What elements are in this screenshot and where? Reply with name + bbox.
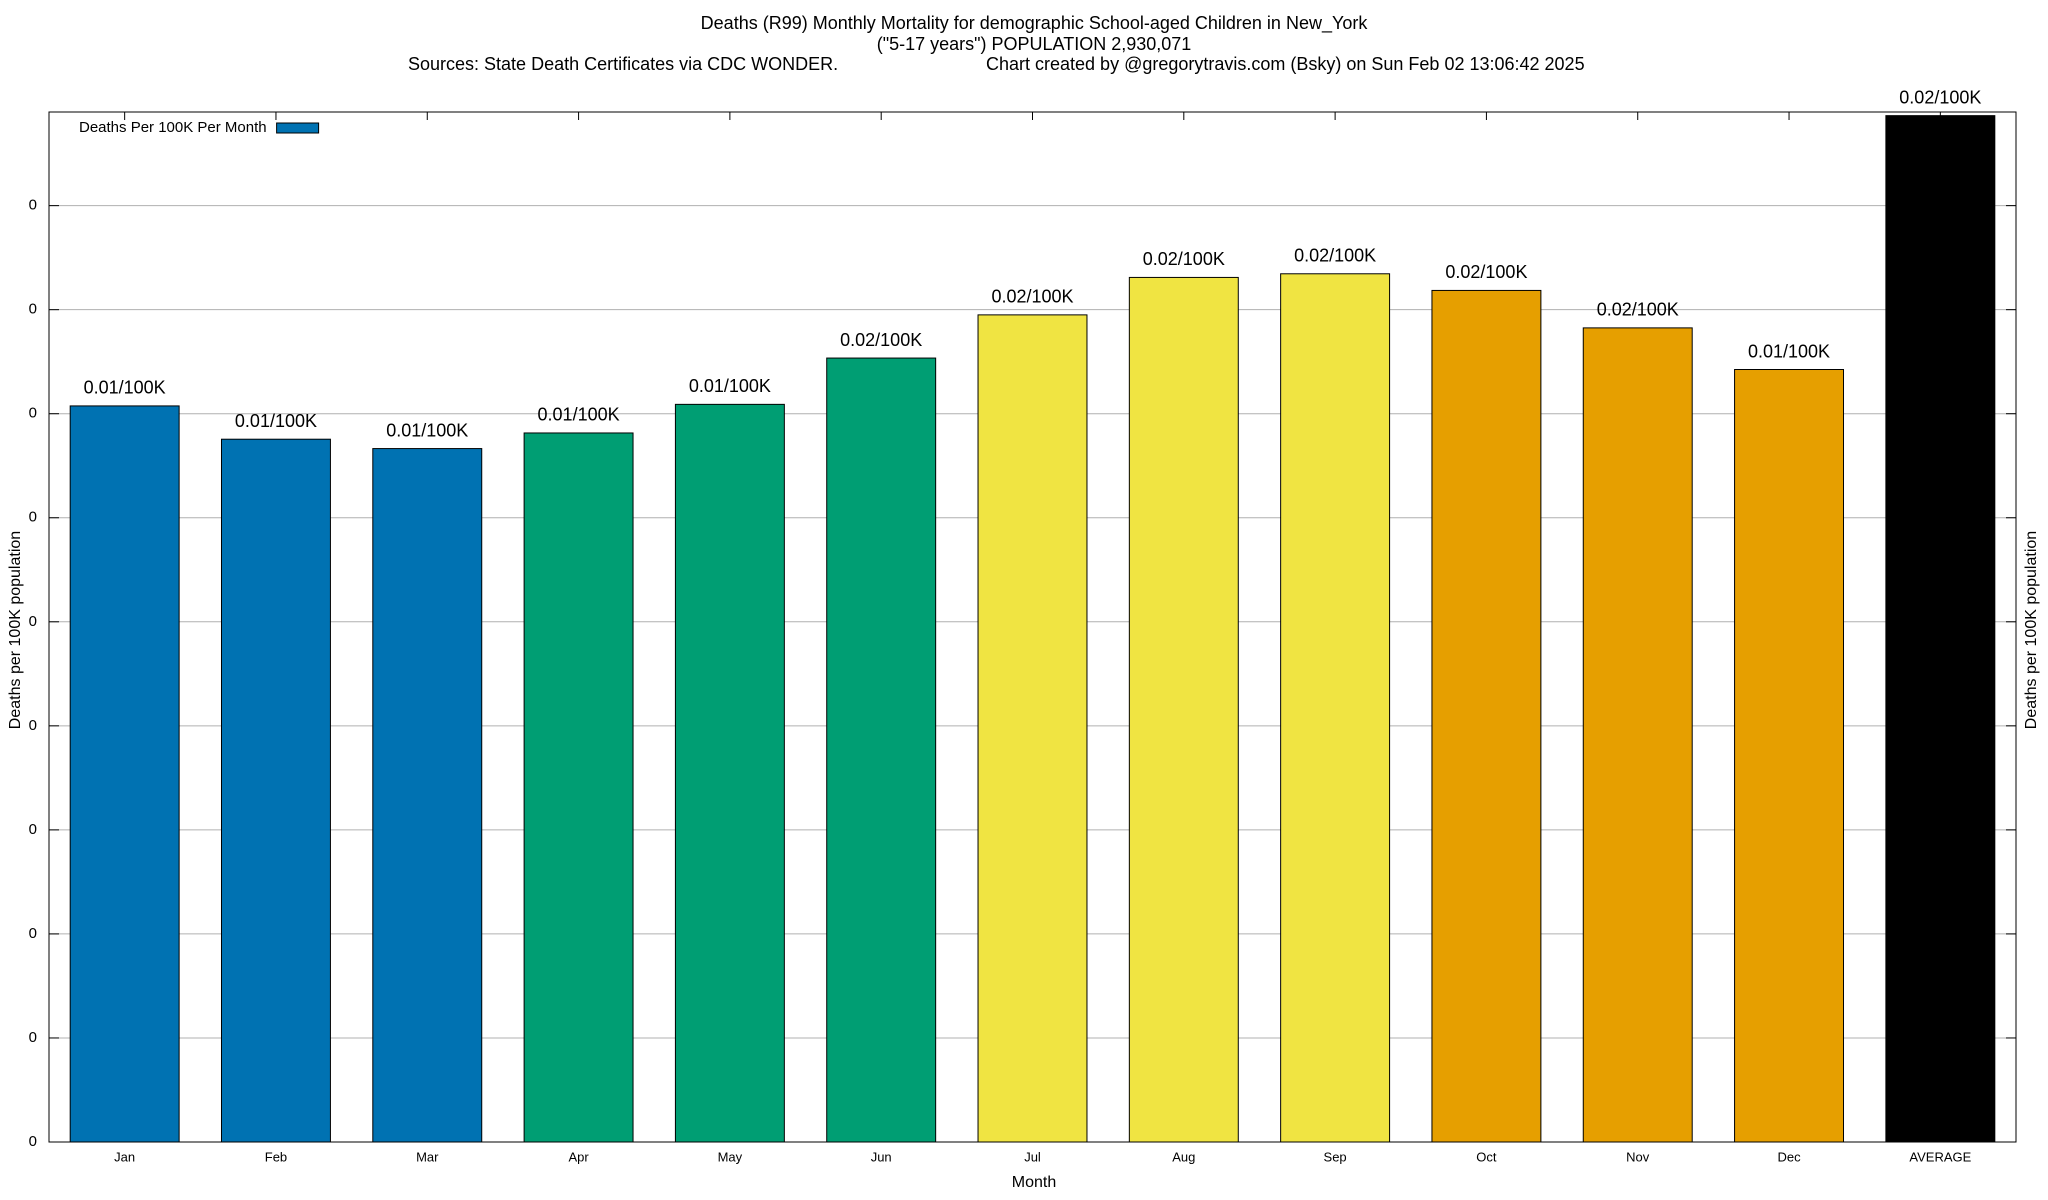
credit: Chart created by @gregorytravis.com (Bsk… — [986, 54, 1585, 74]
bar — [1582, 327, 1693, 1143]
y-tick-label: 0 — [29, 613, 37, 630]
bar — [523, 432, 634, 1143]
bar — [826, 357, 937, 1143]
plot-frame — [48, 111, 2017, 1143]
chart-title: Deaths (R99) Monthly Mortality for demog… — [701, 13, 1369, 34]
value-label: 0.02/100K — [840, 330, 922, 350]
x-tick-label: Mar — [416, 1149, 439, 1164]
value-label: 0.02/100K — [1899, 87, 1981, 107]
value-label: 0.01/100K — [84, 378, 166, 398]
bar — [1885, 115, 1996, 1143]
y-axis-label: Deaths per 100K population — [7, 531, 24, 729]
y2-axis-label: Deaths per 100K population — [2023, 531, 2040, 729]
x-tick-label: Jun — [871, 1149, 892, 1164]
y-tick-label: 0 — [29, 821, 37, 838]
value-label: 0.01/100K — [386, 420, 468, 440]
value-label: 0.02/100K — [1294, 246, 1376, 266]
x-tick-label: Aug — [1172, 1149, 1195, 1164]
value-label: 0.02/100K — [1597, 300, 1679, 320]
y-tick-label: 0 — [29, 301, 37, 318]
value-label: 0.01/100K — [689, 376, 771, 396]
value-label: 0.01/100K — [538, 405, 620, 425]
sources: Sources: State Death Certificates via CD… — [408, 54, 838, 74]
value-label: 0.01/100K — [1748, 341, 1830, 361]
x-tick-label: Feb — [265, 1149, 287, 1164]
x-tick-label: Oct — [1476, 1149, 1497, 1164]
value-label: 0.02/100K — [991, 287, 1073, 307]
legend-swatch — [276, 122, 320, 134]
bar — [372, 448, 483, 1143]
x-tick-label: Dec — [1777, 1149, 1801, 1164]
x-tick-label: Nov — [1626, 1149, 1650, 1164]
y-tick-label: 0 — [29, 925, 37, 942]
y-tick-label: 0 — [29, 717, 37, 734]
legend-label: Deaths Per 100K Per Month — [79, 119, 267, 136]
x-tick-label: Sep — [1324, 1149, 1347, 1164]
bar — [220, 438, 331, 1143]
x-tick-label: Jul — [1024, 1149, 1041, 1164]
y-tick-label: 0 — [29, 1133, 37, 1150]
y-tick-label: 0 — [29, 1029, 37, 1046]
bar — [1128, 276, 1239, 1143]
value-label: 0.02/100K — [1143, 249, 1225, 269]
bar — [1734, 369, 1845, 1143]
x-tick-label: Jan — [114, 1149, 135, 1164]
bar — [69, 405, 180, 1143]
y-tick-label: 0 — [29, 197, 37, 214]
value-label: 0.02/100K — [1445, 262, 1527, 282]
y-tick-label: 0 — [29, 405, 37, 422]
bar — [1280, 273, 1391, 1143]
y-tick-label: 0 — [29, 509, 37, 526]
x-axis-label: Month — [1012, 1174, 1056, 1191]
bar — [674, 403, 785, 1143]
x-tick-label: Apr — [568, 1149, 589, 1164]
chart-subtitle: ("5-17 years") POPULATION 2,930,071 — [877, 34, 1192, 54]
bar — [1431, 289, 1542, 1143]
value-label: 0.01/100K — [235, 411, 317, 431]
x-tick-label: AVERAGE — [1909, 1149, 1971, 1164]
x-tick-label: May — [718, 1149, 743, 1164]
bar — [977, 314, 1088, 1143]
